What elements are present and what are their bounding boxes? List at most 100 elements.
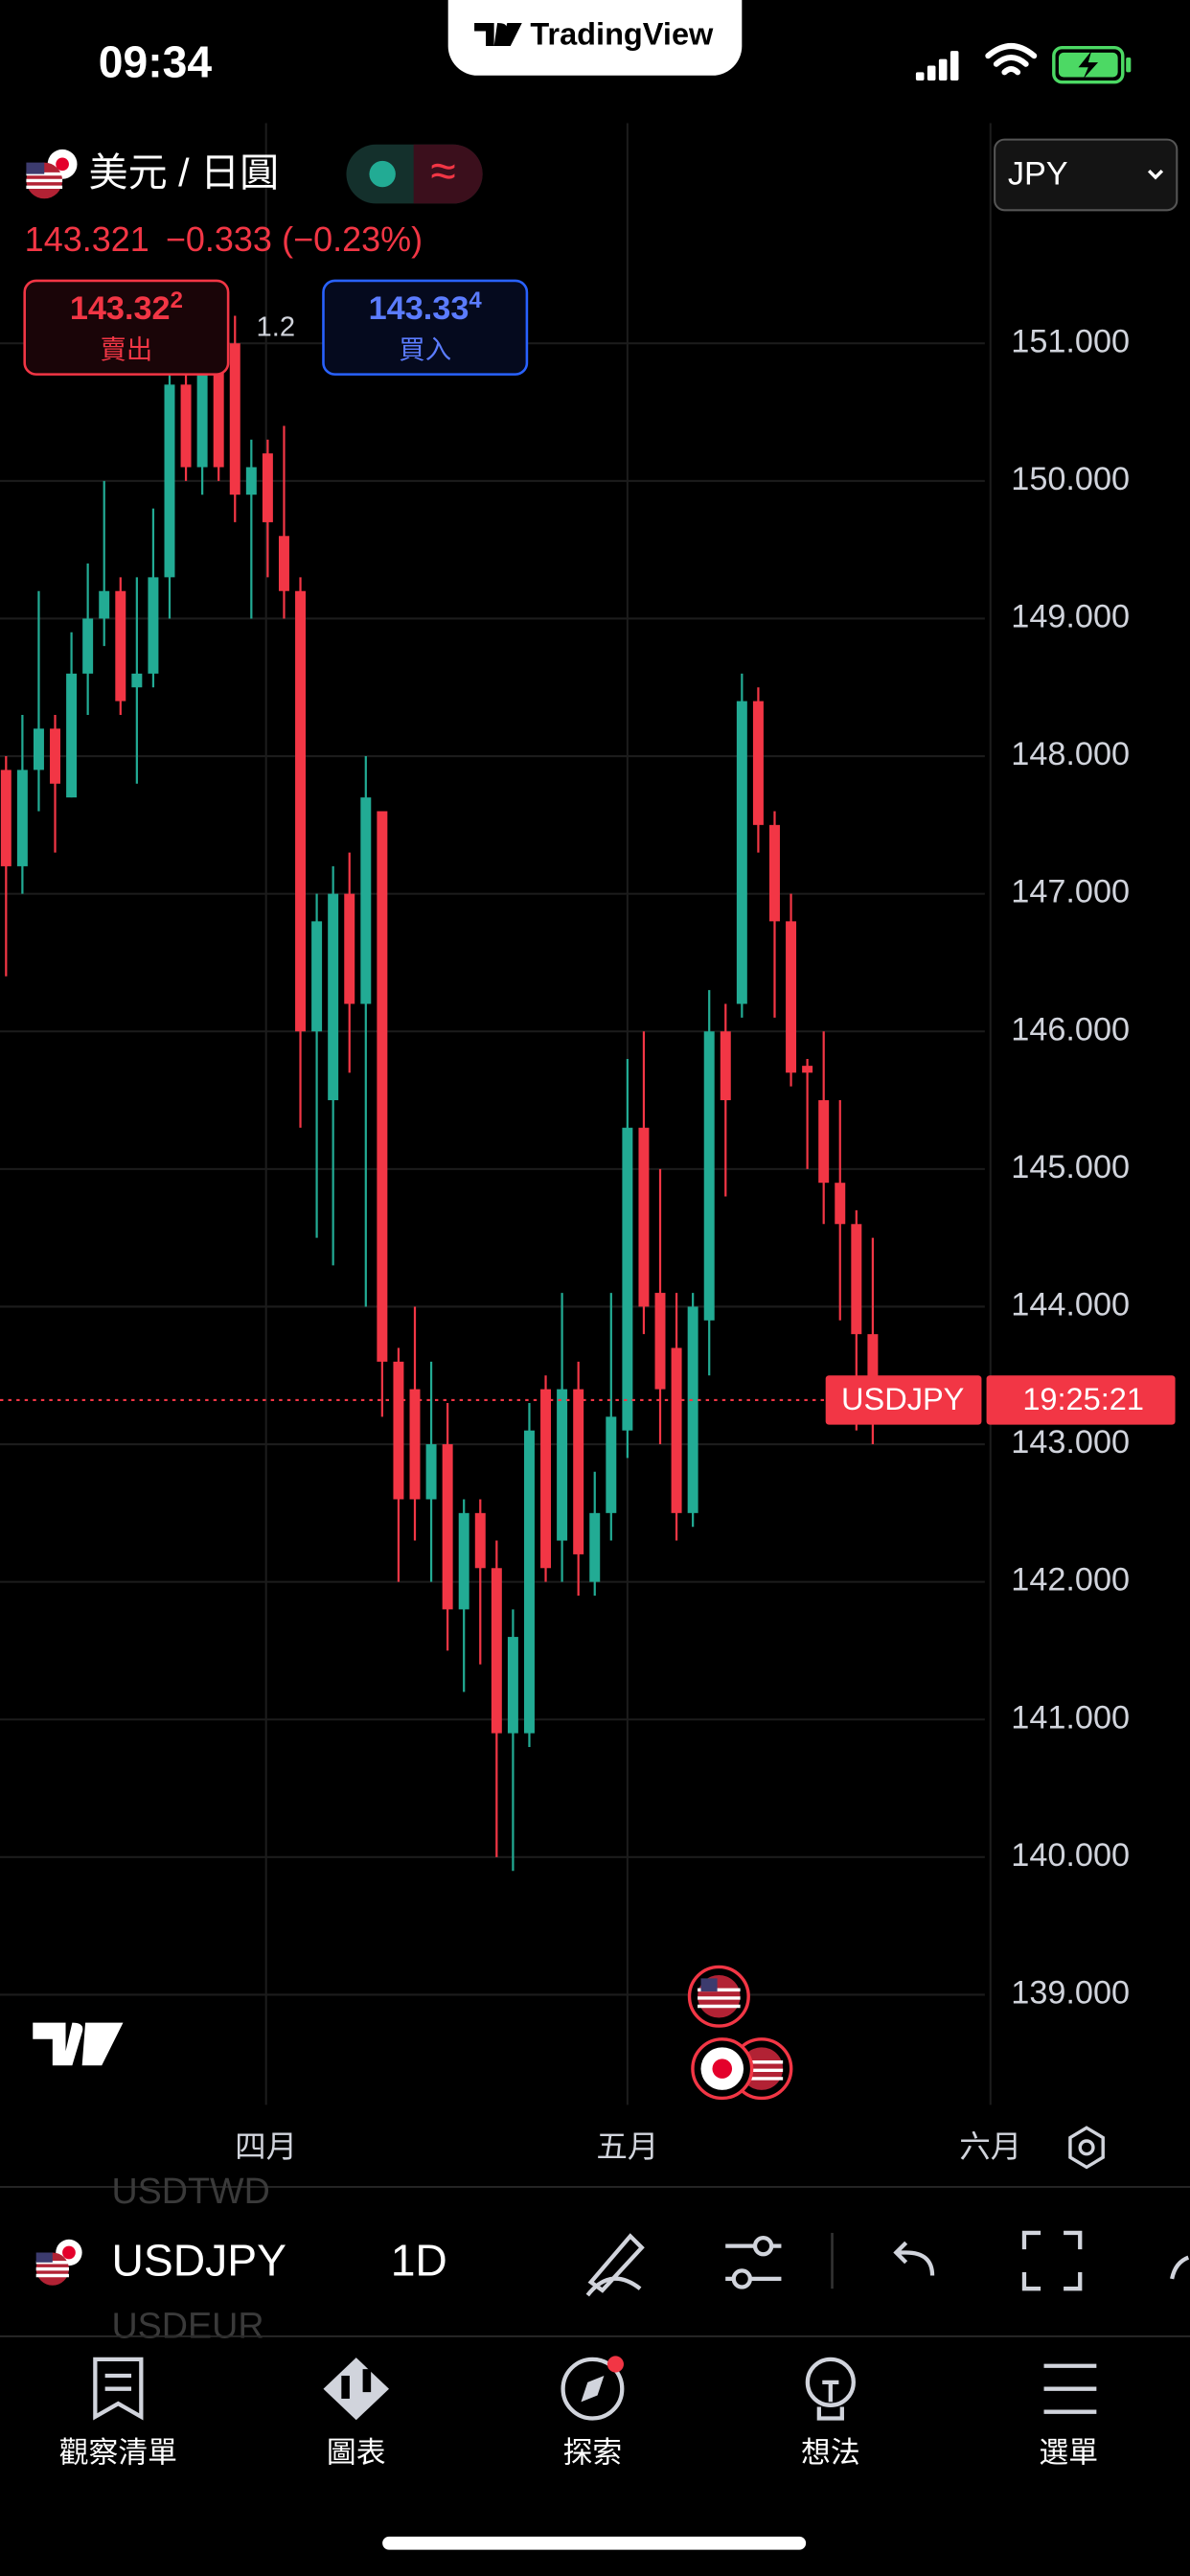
watermark-logo — [33, 2022, 124, 2066]
currency-dropdown[interactable]: JPY — [994, 138, 1179, 212]
candle-body — [328, 893, 339, 1101]
candle-body — [360, 797, 372, 1004]
candle-body — [638, 1127, 650, 1307]
fullscreen-icon[interactable] — [1021, 2230, 1083, 2291]
candle-body — [344, 893, 355, 1004]
countdown-tag — [986, 1375, 1176, 1425]
candle-body — [442, 1444, 453, 1610]
y-tick-label: 144.000 — [1011, 1286, 1130, 1322]
notch — [447, 0, 743, 76]
y-tick-label: 148.000 — [1011, 736, 1130, 772]
candle-body — [377, 811, 388, 1362]
candle-body — [409, 1389, 421, 1500]
nav-icon-watchlist[interactable] — [93, 2357, 144, 2421]
candle-body — [262, 453, 273, 522]
nav-label[interactable]: 觀察清單 — [59, 2435, 177, 2469]
x-tick-label: 五月 — [596, 2129, 658, 2164]
indicator-icon[interactable] — [725, 2235, 782, 2289]
candle-body — [769, 824, 780, 922]
event-marker[interactable] — [691, 2037, 793, 2101]
nav-bar: 觀察清單 圖表 探索 想法 選單 — [59, 2435, 1098, 2469]
prev-symbol: USDTWD — [111, 2171, 269, 2211]
nav-label[interactable]: 選單 — [1039, 2435, 1098, 2469]
battery-icon — [1052, 45, 1132, 84]
sell-button[interactable]: 143.322 賣出 — [23, 279, 230, 376]
svg-text:賣出: 賣出 — [101, 334, 153, 364]
candle-body — [703, 1031, 715, 1321]
y-tick-label: 145.000 — [1011, 1149, 1130, 1185]
candle-body — [245, 467, 257, 495]
price-summary: 143.321 −0.333 (−0.23%) — [25, 218, 423, 258]
event-marker[interactable] — [687, 1965, 750, 2028]
candle-body — [458, 1512, 469, 1610]
home-indicator — [382, 2536, 807, 2550]
y-tick-label: 139.000 — [1011, 1974, 1130, 2011]
signal-icon — [915, 51, 959, 80]
candle-body — [213, 370, 224, 468]
candle-body — [474, 1512, 486, 1569]
candle-body — [557, 1389, 568, 1541]
y-tick-label: 141.000 — [1011, 1699, 1130, 1736]
nav-label[interactable]: 圖表 — [327, 2435, 386, 2469]
x-tick-label: 六月 — [959, 2129, 1021, 2164]
svg-text:買入: 買入 — [399, 334, 451, 364]
toolbar-symbol[interactable]: USDJPY — [111, 2236, 286, 2286]
toolbar-flag — [35, 2239, 82, 2286]
svg-text:≈: ≈ — [430, 146, 455, 196]
countdown-label: 19:25:21 — [1022, 1382, 1144, 1416]
market-toggle[interactable]: ≈ — [346, 144, 483, 204]
candles — [0, 315, 879, 1872]
svg-text:143.322: 143.322 — [70, 288, 183, 327]
candle-body — [507, 1637, 518, 1734]
y-tick-label: 151.000 — [1011, 323, 1130, 359]
candle-body — [196, 370, 208, 468]
svg-text:143.334: 143.334 — [369, 288, 483, 327]
candle-body — [802, 1066, 813, 1073]
candle-body — [622, 1127, 633, 1431]
symbol-name: 美元 / 日圓 — [89, 150, 280, 195]
symbol-flag — [26, 149, 78, 199]
candle-body — [540, 1389, 552, 1569]
candle-body — [752, 701, 764, 825]
candle-body — [311, 921, 323, 1032]
buy-button[interactable]: 143.334 買入 — [322, 279, 529, 376]
y-tick-label: 150.000 — [1011, 461, 1130, 497]
nav-icon-chart[interactable] — [323, 2358, 390, 2421]
y-tick-label: 149.000 — [1011, 598, 1130, 634]
y-tick-label: 143.000 — [1011, 1424, 1130, 1460]
nav-icon-ideas[interactable] — [805, 2357, 856, 2421]
brand-logo — [474, 22, 522, 46]
settings-icon-center — [1078, 2139, 1095, 2156]
candle-body — [851, 1224, 862, 1335]
candle-body — [66, 673, 78, 798]
candle-body — [491, 1568, 502, 1734]
candle-body — [229, 343, 240, 495]
nav-label[interactable]: 探索 — [563, 2435, 623, 2469]
candle-body — [115, 590, 126, 702]
y-tick-label: 146.000 — [1011, 1011, 1130, 1047]
candle-body — [786, 921, 797, 1073]
more-icon[interactable] — [1170, 2255, 1190, 2280]
nav-label[interactable]: 想法 — [801, 2435, 860, 2469]
y-tick-label: 147.000 — [1011, 874, 1130, 910]
candle-body — [425, 1444, 437, 1500]
candle-body — [50, 728, 60, 784]
candle-body — [16, 770, 28, 866]
candle-body — [180, 384, 192, 468]
settings-icon[interactable] — [1068, 2126, 1105, 2170]
candle-body — [148, 577, 159, 674]
y-tick-label: 140.000 — [1011, 1837, 1130, 1874]
nav-icon-explore[interactable] — [561, 2356, 625, 2421]
wifi-icon — [985, 42, 1038, 76]
symbol-tag — [825, 1375, 982, 1425]
undo-icon[interactable] — [893, 2241, 935, 2276]
next-symbol: USDEUR — [111, 2305, 263, 2345]
draw-icon[interactable] — [585, 2233, 645, 2297]
candle-body — [818, 1100, 830, 1184]
candle-body — [99, 590, 110, 619]
nav-icon-menu[interactable] — [1043, 2363, 1097, 2414]
interval[interactable]: 1D — [391, 2236, 447, 2286]
candle-body — [33, 728, 44, 770]
candle-body — [295, 590, 307, 1032]
